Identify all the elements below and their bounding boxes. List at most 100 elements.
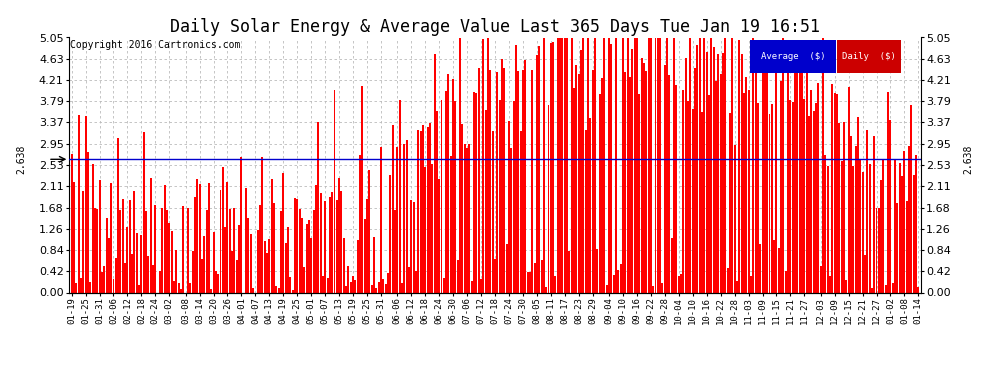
Bar (206, 210, 208, 292)
Bar (468, 144, 470, 292)
Bar (432, 164, 434, 292)
Bar (80, 278, 82, 292)
Bar (901, 176, 903, 292)
Bar (754, 57, 756, 292)
Bar (827, 166, 829, 292)
Bar (368, 170, 370, 292)
Bar (749, 276, 751, 292)
Bar (343, 238, 345, 292)
Bar (401, 283, 403, 292)
Bar (356, 240, 358, 292)
Bar (366, 200, 368, 292)
Bar (217, 274, 219, 292)
Bar (811, 90, 813, 292)
Bar (201, 258, 203, 292)
Bar (196, 179, 198, 292)
Bar (436, 111, 438, 292)
Bar (406, 140, 408, 292)
Bar (87, 152, 89, 292)
Bar (94, 207, 96, 292)
Bar (231, 251, 233, 292)
Bar (771, 104, 773, 292)
Bar (918, 287, 920, 292)
Bar (115, 258, 117, 292)
Bar (649, 38, 651, 292)
Bar (101, 272, 103, 292)
Bar (549, 42, 551, 292)
Bar (742, 93, 744, 292)
Text: Daily  ($): Daily ($) (842, 52, 896, 61)
Bar (501, 59, 503, 292)
Bar (829, 276, 831, 292)
Title: Daily Solar Energy & Average Value Last 365 Days Tue Jan 19 16:51: Daily Solar Energy & Average Value Last … (170, 18, 820, 36)
Bar (373, 237, 375, 292)
Bar (878, 208, 880, 292)
Bar (632, 49, 634, 292)
Bar (506, 244, 508, 292)
Bar (915, 155, 917, 292)
Bar (911, 105, 913, 292)
Bar (213, 232, 215, 292)
Bar (320, 193, 322, 292)
Bar (610, 44, 612, 292)
Bar (382, 279, 384, 292)
Bar (248, 218, 249, 292)
Bar (280, 211, 282, 292)
Bar (582, 38, 584, 292)
Bar (392, 126, 394, 292)
Bar (673, 38, 675, 292)
Bar (804, 99, 806, 292)
Bar (108, 238, 110, 292)
Bar (189, 283, 191, 292)
Bar (615, 38, 617, 292)
Bar (461, 124, 463, 292)
Bar (473, 92, 475, 292)
Bar (794, 48, 796, 292)
Bar (289, 276, 291, 292)
Bar (801, 43, 803, 292)
Bar (620, 264, 622, 292)
Bar (387, 273, 389, 292)
Bar (429, 123, 431, 292)
Bar (787, 67, 789, 292)
Bar (566, 38, 568, 292)
Bar (854, 147, 856, 292)
Bar (711, 38, 713, 292)
Bar (859, 160, 861, 292)
Bar (525, 60, 527, 292)
Bar (687, 100, 689, 292)
Bar (441, 100, 443, 292)
Bar (861, 172, 863, 292)
Bar (547, 105, 549, 292)
Bar (349, 282, 351, 292)
Bar (782, 38, 784, 292)
Bar (708, 95, 710, 292)
Bar (825, 155, 827, 292)
Bar (96, 209, 98, 292)
Bar (346, 286, 347, 292)
Bar (808, 116, 810, 292)
Bar (347, 266, 349, 292)
Bar (170, 231, 172, 292)
Bar (606, 285, 608, 292)
Bar (836, 94, 838, 292)
Bar (120, 210, 122, 292)
Bar (482, 39, 484, 292)
Bar (575, 64, 577, 292)
Bar (163, 185, 165, 292)
Bar (822, 38, 824, 292)
Bar (463, 144, 465, 292)
Bar (494, 259, 496, 292)
Bar (718, 54, 720, 292)
Bar (845, 279, 847, 292)
Bar (134, 190, 136, 292)
Bar (456, 260, 458, 292)
Bar (177, 284, 179, 292)
Bar (339, 178, 341, 292)
Bar (792, 102, 794, 292)
Text: 2.638: 2.638 (17, 145, 27, 174)
Bar (239, 225, 241, 292)
Bar (173, 281, 175, 292)
Bar (892, 283, 894, 292)
Bar (571, 38, 573, 292)
